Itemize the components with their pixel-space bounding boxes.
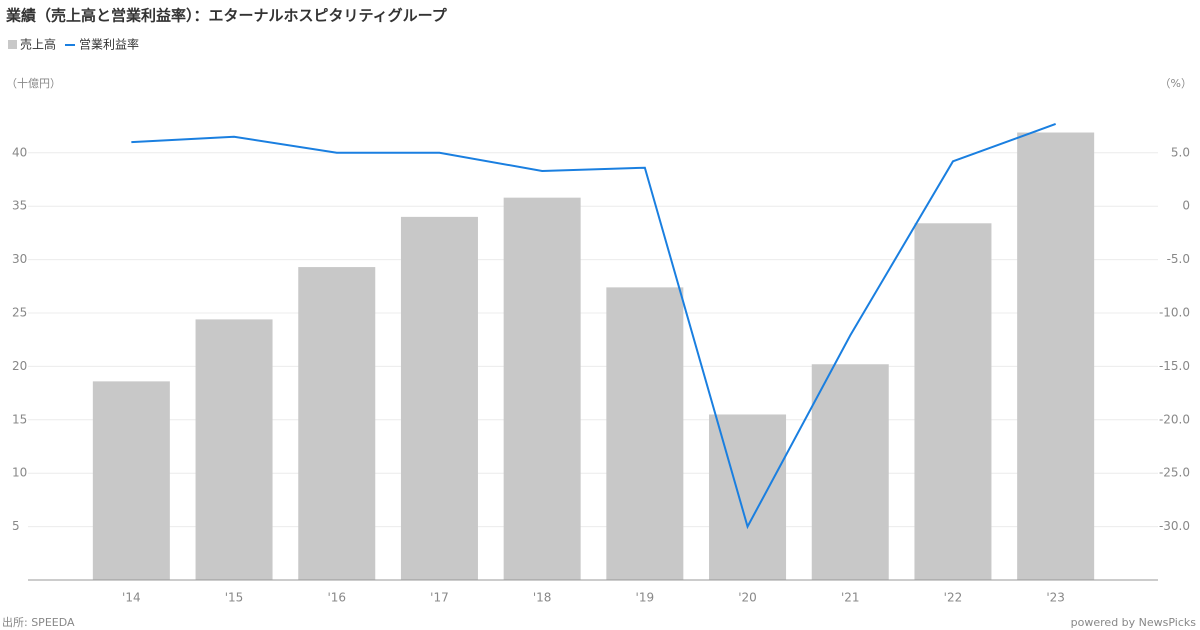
y-tick-label: 30 <box>12 252 27 266</box>
x-tick-label: '15 <box>225 591 244 605</box>
x-tick-label: '18 <box>533 591 552 605</box>
y-tick-label: 10 <box>12 466 27 480</box>
x-tick-label: '21 <box>841 591 860 605</box>
bar <box>709 414 787 580</box>
credit: powered by NewsPicks <box>1071 616 1197 629</box>
y-axis-unit: （十億円） <box>6 76 61 90</box>
y2-tick-label: 0 <box>1182 199 1190 213</box>
x-tick-label: '19 <box>636 591 655 605</box>
y-tick-label: 25 <box>12 306 27 320</box>
x-tick-label: '23 <box>1046 591 1065 605</box>
y2-tick-label: -10.0 <box>1159 306 1190 320</box>
legend-swatch <box>8 40 17 49</box>
y2-tick-label: 5.0 <box>1171 145 1190 159</box>
y2-tick-label: -30.0 <box>1159 519 1190 533</box>
source: 出所: SPEEDA <box>2 615 75 629</box>
bar <box>503 197 581 580</box>
y2-tick-label: -5.0 <box>1167 252 1190 266</box>
y2-tick-label: -20.0 <box>1159 412 1190 426</box>
x-tick-label: '17 <box>430 591 449 605</box>
legend-label: 営業利益率 <box>79 37 139 52</box>
x-tick-label: '22 <box>944 591 963 605</box>
bar <box>914 223 992 580</box>
y-tick-label: 5 <box>12 519 20 533</box>
y-tick-label: 35 <box>12 199 27 213</box>
y-tick-label: 20 <box>12 359 27 373</box>
bar <box>606 287 684 580</box>
legend-label: 売上高 <box>20 37 56 52</box>
y2-axis-unit: （%） <box>1160 77 1192 90</box>
y2-tick-label: -15.0 <box>1159 359 1190 373</box>
bar <box>92 381 170 580</box>
bar <box>1017 132 1095 580</box>
bar <box>811 364 889 580</box>
chart-title: 業績（売上高と営業利益率）：エターナルホスピタリティグループ <box>5 7 448 25</box>
y2-tick-label: -25.0 <box>1159 466 1190 480</box>
y-tick-label: 15 <box>12 412 27 426</box>
bar <box>400 216 478 580</box>
line <box>131 123 1056 530</box>
x-tick-label: '16 <box>327 591 346 605</box>
bar <box>195 319 273 580</box>
x-tick-label: '20 <box>738 591 757 605</box>
y-tick-label: 40 <box>12 145 27 159</box>
bar <box>298 267 376 580</box>
x-tick-label: '14 <box>122 591 141 605</box>
